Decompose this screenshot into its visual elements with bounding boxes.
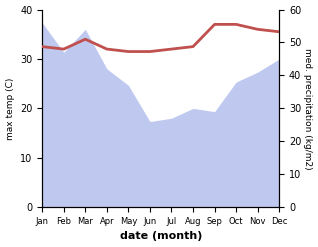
Y-axis label: med. precipitation (kg/m2): med. precipitation (kg/m2) xyxy=(303,48,313,169)
X-axis label: date (month): date (month) xyxy=(120,231,202,242)
Y-axis label: max temp (C): max temp (C) xyxy=(5,77,15,140)
